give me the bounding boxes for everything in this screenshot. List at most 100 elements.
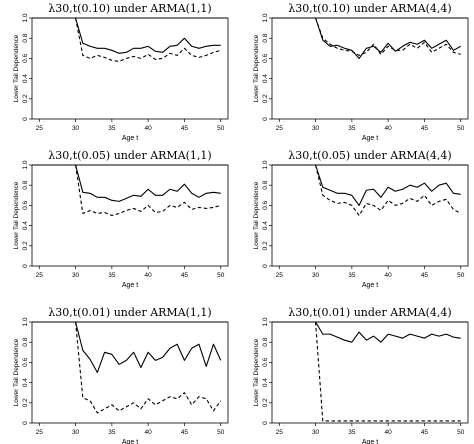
x-axis-label: Age t: [122, 282, 138, 289]
y-tick-label: 0.4: [22, 74, 29, 83]
x-tick-label: 45: [181, 429, 189, 436]
x-axis-label: Age t: [122, 135, 138, 142]
x-tick-label: 25: [36, 429, 44, 436]
chart-panel-5: λ30,t(0.01) under ARMA(1,1) 0 0.2 0.4 0.6 0.8…: [13, 306, 229, 444]
chart-panel-4: λ30,t(0.05) under ARMA(4,4) 0 0.2 0.4 0.6 0.8…: [253, 149, 469, 289]
series-line-dashed: [315, 164, 462, 217]
y-tick-label: 0.2: [262, 398, 269, 407]
y-tick-label: 0.4: [22, 221, 29, 230]
x-axis-label: Age t: [362, 135, 378, 142]
y-tick-label: 0.6: [22, 358, 29, 367]
plot-frame: [271, 164, 469, 267]
x-tick-label: 40: [385, 125, 393, 132]
x-tick-label: 50: [457, 429, 465, 436]
y-tick-label: 1.0: [262, 13, 269, 22]
x-tick-label: 50: [217, 125, 225, 132]
y-tick-label: 1.0: [22, 160, 29, 169]
y-tick-label: 0.2: [262, 241, 269, 250]
y-tick-label: 0: [262, 264, 269, 268]
y-tick-label: 0: [262, 117, 269, 121]
y-tick-label: 1.0: [22, 317, 29, 326]
plot-frame: [271, 17, 469, 120]
y-tick-label: 0.2: [22, 398, 29, 407]
series-line-solid: [75, 164, 221, 202]
x-tick-label: 30: [312, 125, 320, 132]
y-tick-label: 0.8: [262, 180, 269, 189]
plot-frame: [31, 17, 229, 120]
y-tick-label: 0.2: [22, 241, 29, 250]
x-tick-label: 30: [312, 272, 320, 279]
y-tick-label: 0.6: [262, 201, 269, 210]
x-tick-label: 25: [276, 125, 284, 132]
y-axis-label: Lower Tail Dependence: [253, 34, 260, 102]
y-tick-label: 0.4: [262, 378, 269, 387]
x-tick-label: 35: [348, 272, 356, 279]
chart-panel-2: λ30,t(0.10) under ARMA(4,4) 0 0.2 0.4 0.6 0.8…: [253, 2, 469, 142]
x-tick-label: 50: [217, 272, 225, 279]
y-tick-label: 0.4: [262, 74, 269, 83]
x-tick-label: 30: [72, 272, 80, 279]
x-tick-label: 25: [36, 125, 44, 132]
x-tick-label: 35: [348, 429, 356, 436]
chart-title: λ30,t(0.05) under ARMA(1,1): [48, 149, 211, 162]
y-tick-label: 0.2: [262, 94, 269, 103]
x-tick-label: 30: [72, 429, 80, 436]
series-line-solid: [75, 17, 221, 54]
series-line-solid: [315, 321, 461, 343]
series-line-solid: [315, 17, 462, 59]
series-line-solid: [75, 321, 222, 374]
x-tick-label: 40: [145, 429, 153, 436]
x-tick-label: 50: [457, 272, 465, 279]
y-axis-label: Lower Tail Dependence: [13, 338, 20, 406]
series-line-dashed: [75, 321, 222, 414]
x-axis-label: Age t: [362, 282, 378, 289]
x-tick-label: 35: [108, 272, 116, 279]
y-tick-label: 0.6: [22, 201, 29, 210]
y-axis-label: Lower Tail Dependence: [253, 338, 260, 406]
x-tick-label: 40: [145, 125, 153, 132]
x-axis-label: Age t: [362, 439, 378, 444]
y-tick-label: 0: [22, 421, 29, 425]
y-axis-label: Lower Tail Dependence: [13, 181, 20, 249]
x-tick-label: 45: [421, 125, 429, 132]
y-tick-label: 0.8: [262, 337, 269, 346]
y-tick-label: 0: [22, 264, 29, 268]
x-tick-label: 25: [36, 272, 44, 279]
plot-frame: [31, 321, 229, 424]
x-tick-label: 35: [108, 429, 116, 436]
y-tick-label: 0.6: [22, 54, 29, 63]
y-tick-label: 0: [262, 421, 269, 425]
chart-title: λ30,t(0.01) under ARMA(1,1): [48, 306, 211, 319]
x-tick-label: 45: [421, 272, 429, 279]
series-line-dashed: [75, 164, 221, 217]
y-tick-label: 1.0: [262, 160, 269, 169]
x-axis-label: Age t: [122, 439, 138, 444]
x-tick-label: 40: [145, 272, 153, 279]
y-tick-label: 0.8: [262, 33, 269, 42]
series-line-dashed: [75, 17, 221, 62]
y-tick-label: 0.6: [262, 358, 269, 367]
x-tick-label: 45: [421, 429, 429, 436]
chart-panel-1: λ30,t(0.10) under ARMA(1,1) 0 0.2 0.4 0.6 0.8…: [13, 2, 229, 142]
x-tick-label: 40: [385, 272, 393, 279]
chart-title: λ30,t(0.10) under ARMA(1,1): [48, 2, 211, 15]
chart-title: λ30,t(0.10) under ARMA(4,4): [288, 2, 451, 15]
y-axis-label: Lower Tail Dependence: [253, 181, 260, 249]
x-tick-label: 35: [348, 125, 356, 132]
x-tick-label: 45: [181, 125, 189, 132]
x-tick-label: 25: [276, 429, 284, 436]
y-tick-label: 0.6: [262, 54, 269, 63]
plot-frame: [31, 164, 229, 267]
x-tick-label: 35: [108, 125, 116, 132]
x-tick-label: 50: [217, 429, 225, 436]
chart-panel-6: λ30,t(0.01) under ARMA(4,4) 0 0.2 0.4 0.6 0.8…: [253, 306, 469, 444]
series-line-dashed: [315, 17, 461, 56]
x-tick-label: 45: [181, 272, 189, 279]
y-tick-label: 0: [22, 117, 29, 121]
y-tick-label: 0.2: [22, 94, 29, 103]
y-tick-label: 0.8: [22, 33, 29, 42]
y-tick-label: 1.0: [262, 317, 269, 326]
series-line-solid: [315, 164, 461, 206]
x-tick-label: 30: [312, 429, 320, 436]
